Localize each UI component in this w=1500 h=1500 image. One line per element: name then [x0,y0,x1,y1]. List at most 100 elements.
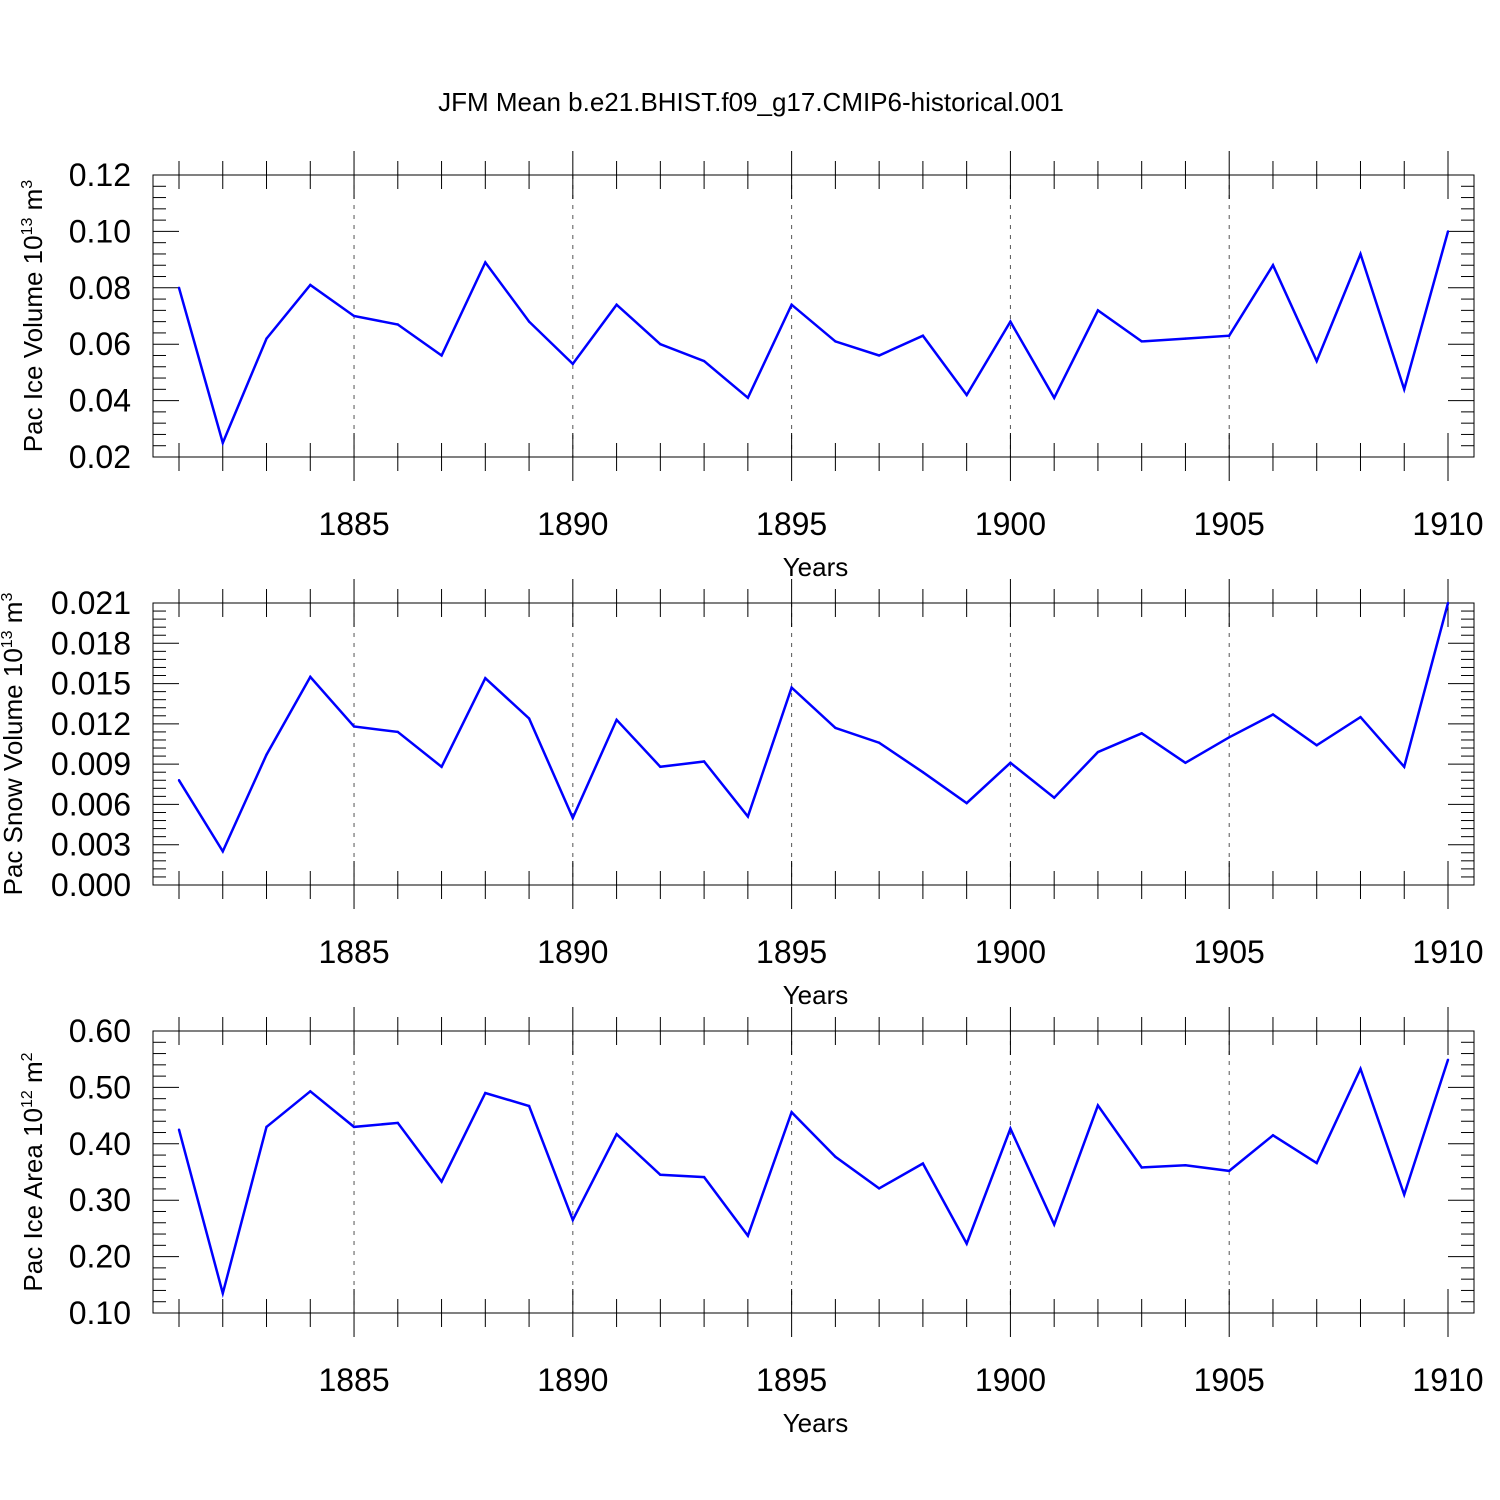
data-point-1890 [571,816,575,820]
y-tick-label: 0.02 [69,439,131,475]
data-point-1885 [352,314,356,318]
x-tick-label: 1890 [537,506,608,542]
y-tick-label: 0.20 [69,1239,131,1275]
x-tick-label: 1885 [318,934,389,970]
x-tick-label: 1910 [1412,506,1483,542]
y-tick-label: 0.006 [51,786,131,822]
data-point-1902 [1096,309,1100,312]
data-point-1885 [352,725,356,728]
data-point-1892 [659,343,662,346]
data-point-1883 [265,1125,268,1129]
data-point-1894 [746,396,750,399]
data-point-1897 [877,1187,881,1190]
figure-title: JFM Mean b.e21.BHIST.f09_g17.CMIP6-histo… [438,87,1064,117]
data-point-1881 [177,779,181,782]
panel-ice-area: 0.10 0.20 0.30 0.40 0.50 0.60 1885 1890 1895 1900… [18,1007,1484,1438]
y-tick-label: 0.60 [69,1013,131,1049]
data-point-1905 [1228,334,1231,337]
data-point-1901 [1052,1223,1056,1226]
data-point-1884 [309,675,312,679]
data-point-1886 [396,730,399,734]
data-point-1894 [746,815,750,818]
data-point-1885 [352,1125,356,1129]
data-point-1904 [1184,1164,1187,1167]
x-axis-label: Years [783,980,849,1010]
plot-frame [152,602,1475,886]
data-point-1907 [1315,744,1318,747]
data-point-1904 [1184,337,1187,340]
data-point-1907 [1315,1161,1318,1165]
data-point-1909 [1403,765,1406,769]
data-point-1900 [1009,1127,1012,1130]
y-tick-label: 0.003 [51,827,131,863]
x-tick-label: 1910 [1412,1362,1483,1398]
data-point-1882 [221,441,224,445]
data-point-1897 [877,741,881,744]
data-point-1899 [965,393,968,397]
data-point-1884 [309,1090,312,1093]
data-point-1903 [1140,1166,1143,1169]
plot-frame [152,1030,1475,1314]
x-tick-label: 1890 [537,1362,608,1398]
x-axis-label: Years [783,1408,849,1438]
data-point-1889 [527,1104,531,1108]
data-point-1905 [1228,1169,1231,1173]
data-point-1908 [1359,715,1362,719]
data-point-1895 [790,303,793,306]
data-point-1898 [921,1162,925,1165]
x-tick-label: 1900 [975,1362,1046,1398]
y-axis-label: Pac Ice Area 1012 m2 [18,1052,48,1291]
plot-frame [152,174,1475,458]
data-point-1889 [527,717,531,720]
data-point-1892 [659,1173,662,1177]
data-point-1883 [265,337,268,340]
data-point-1908 [1359,1067,1362,1070]
data-point-1899 [965,801,968,805]
data-point-1889 [527,320,531,323]
data-point-1888 [484,261,487,264]
data-point-1902 [1096,1104,1100,1107]
series-line-ice-volume [177,231,1450,447]
x-tick-label: 1885 [318,1362,389,1398]
data-point-1894 [746,1234,750,1237]
data-point-1898 [921,771,925,774]
data-point-1910 [1446,601,1450,605]
data-point-1891 [615,1133,618,1136]
x-axis-label: Years [783,552,849,582]
data-point-1896 [834,1155,837,1158]
data-point-1903 [1140,732,1143,735]
data-point-1906 [1271,264,1275,267]
data-point-1909 [1403,1193,1406,1196]
y-tick-label: 0.04 [69,383,131,419]
y-tick-label: 0.015 [51,666,131,702]
y-tick-label: 0.10 [69,1295,131,1331]
data-point-1893 [702,359,706,363]
panels: 0.02 0.04 0.06 0.08 0.10 0.12 1885 1890 1895 1900… [0,151,1484,1438]
x-tick-label: 1890 [537,934,608,970]
panel-ice-volume: 0.02 0.04 0.06 0.08 0.10 0.12 1885 1890 1895 1900… [18,151,1484,582]
data-point-1886 [396,323,399,326]
data-point-1900 [1009,320,1012,323]
y-tick-label: 0.009 [51,746,131,782]
series-line-snow-volume [177,602,1450,855]
series-line-ice-area [177,1059,1450,1299]
data-point-1888 [484,677,487,680]
data-point-1904 [1184,761,1187,764]
data-point-1883 [265,753,268,756]
y-tick-label: 0.12 [69,157,131,193]
y-axis-label: Pac Snow Volume 1013 m3 [0,593,28,896]
data-point-1910 [1446,1058,1450,1061]
data-point-1899 [965,1242,968,1245]
data-point-1882 [221,850,224,853]
x-tick-label: 1900 [975,506,1046,542]
x-tick-label: 1910 [1412,934,1483,970]
y-tick-label: 0.08 [69,270,131,306]
data-point-1903 [1140,340,1143,343]
data-point-1901 [1052,796,1056,799]
data-point-1900 [1009,761,1012,764]
data-point-1893 [702,1175,706,1179]
data-point-1887 [440,1180,443,1183]
y-tick-label: 0.018 [51,625,131,661]
x-tick-label: 1885 [318,506,389,542]
